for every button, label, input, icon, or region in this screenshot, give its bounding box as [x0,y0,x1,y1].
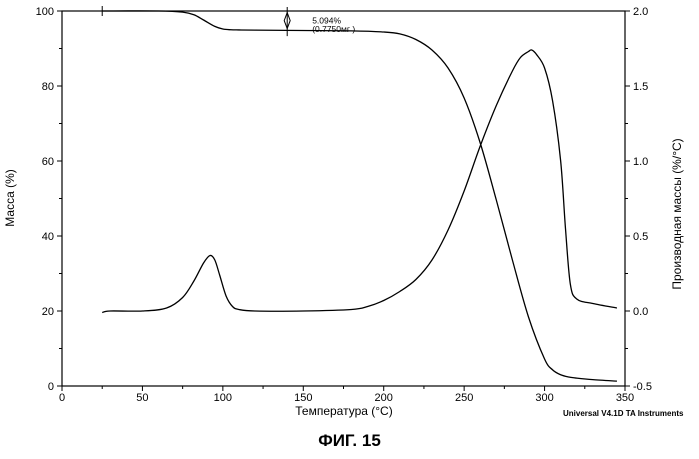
y-right-axis-label: Производная массы (%/°C) [670,138,684,289]
x-tick-label: 100 [214,392,232,404]
x-tick-label: 150 [294,392,312,404]
y-right-tick-label: 1.0 [633,156,648,168]
y-tick-label: 100 [36,6,54,18]
y-tick-label: 40 [42,231,54,243]
ticks-layer: 0 50 100 150 200 250 300 350 0 20 40 60 80 100 -0.5 0.0… [36,6,652,404]
figure-caption: ФИГ. 15 [0,431,699,451]
annotation-mass-label: (0.7750мг ) [312,24,355,34]
y-tick-label: 80 [42,81,54,93]
y-tick-label: 0 [48,381,54,393]
instrument-note: Universal V4.1D TA Instruments [563,409,683,418]
y-tick-label: 60 [42,156,54,168]
y-right-tick-label: 0.5 [633,231,648,243]
x-axis-label: Температура (°C) [295,404,392,418]
plot-frame [62,11,625,386]
x-tick-label: 250 [455,392,473,404]
x-tick-label: 0 [59,392,65,404]
x-tick-label: 50 [136,392,148,404]
y-axis-label: Масса (%) [3,169,17,226]
y-right-tick-label: -0.5 [633,381,652,393]
y-right-tick-label: 2.0 [633,6,648,18]
derivative-curve [102,50,617,313]
y-right-tick-label: 0.0 [633,306,648,318]
curves-layer [102,11,617,381]
y-right-tick-label: 1.5 [633,81,648,93]
y-tick-label: 20 [42,306,54,318]
x-tick-label: 300 [535,392,553,404]
x-tick-label: 350 [616,392,634,404]
x-tick-label: 200 [375,392,393,404]
mass-curve [102,11,617,381]
